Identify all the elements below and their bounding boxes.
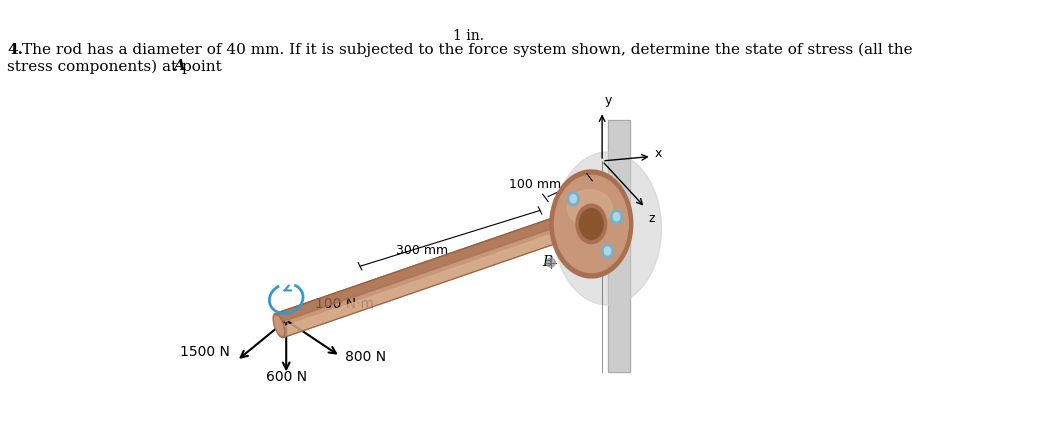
Ellipse shape xyxy=(546,258,555,267)
Ellipse shape xyxy=(601,244,614,258)
Ellipse shape xyxy=(550,170,632,278)
Polygon shape xyxy=(275,206,592,323)
Ellipse shape xyxy=(567,190,612,226)
Text: 600 N: 600 N xyxy=(266,371,306,384)
Ellipse shape xyxy=(604,247,611,255)
Polygon shape xyxy=(280,220,596,338)
Ellipse shape xyxy=(554,175,628,272)
Ellipse shape xyxy=(570,195,576,203)
Text: 100 N·m: 100 N·m xyxy=(315,297,374,311)
Text: 800 N: 800 N xyxy=(345,350,386,364)
Text: B: B xyxy=(542,255,552,269)
Polygon shape xyxy=(607,121,630,372)
Text: 300 mm: 300 mm xyxy=(396,244,448,257)
Text: z: z xyxy=(649,212,655,225)
Text: A: A xyxy=(173,59,184,73)
Ellipse shape xyxy=(576,204,606,244)
Ellipse shape xyxy=(611,209,622,224)
Text: 1500 N: 1500 N xyxy=(179,345,229,359)
Ellipse shape xyxy=(553,152,662,305)
Ellipse shape xyxy=(568,192,579,206)
Text: stress components) at point: stress components) at point xyxy=(7,59,227,74)
Text: 100 mm: 100 mm xyxy=(508,178,561,191)
Text: .: . xyxy=(181,59,187,73)
Ellipse shape xyxy=(275,316,283,335)
Ellipse shape xyxy=(579,208,603,239)
Ellipse shape xyxy=(614,213,620,221)
Text: A: A xyxy=(559,243,568,257)
Text: x: x xyxy=(654,147,662,160)
Text: 1 in.: 1 in. xyxy=(453,29,485,42)
Polygon shape xyxy=(275,206,596,338)
Text: 4.: 4. xyxy=(7,43,23,57)
Text: y: y xyxy=(604,94,613,107)
Ellipse shape xyxy=(273,314,284,338)
Text: The rod has a diameter of 40 mm. If it is subjected to the force system shown, d: The rod has a diameter of 40 mm. If it i… xyxy=(22,43,912,57)
